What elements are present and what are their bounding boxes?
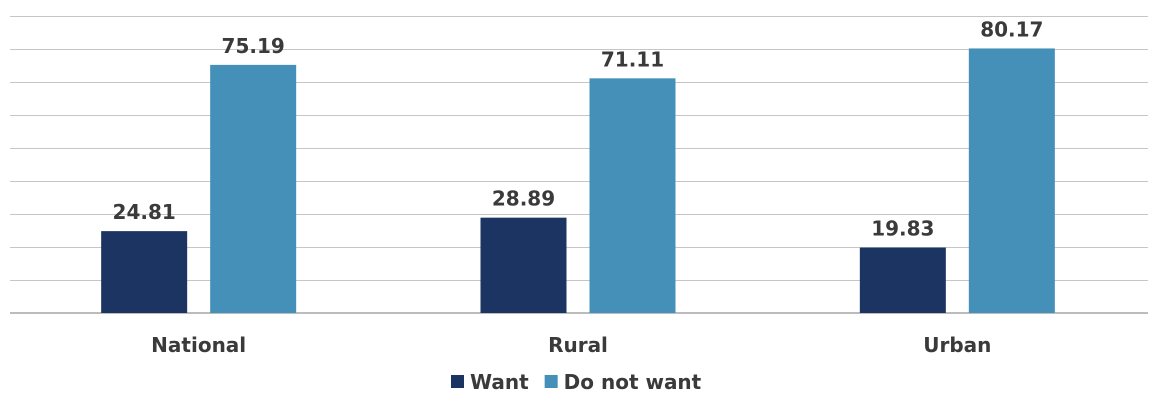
bar-do-not-want-national — [210, 64, 297, 313]
data-label-do-not-want-national: 75.19 — [222, 34, 285, 58]
legend-swatch-do-not-want — [544, 375, 558, 388]
data-labels: 24.81 75.19 28.89 71.11 19.83 80.17 — [113, 17, 1044, 240]
legend: Want Do not want — [451, 370, 702, 394]
legend-label-want: Want — [470, 370, 529, 394]
legend-swatch-want — [451, 375, 464, 388]
gridlines — [10, 16, 1148, 314]
category-labels: National Rural Urban — [151, 333, 991, 357]
bars — [101, 48, 1055, 314]
bar-want-national — [101, 231, 188, 313]
data-label-do-not-want-rural: 71.11 — [601, 47, 664, 71]
data-label-do-not-want-urban: 80.17 — [980, 17, 1043, 41]
category-label-rural: Rural — [548, 333, 608, 357]
data-label-want-rural: 28.89 — [492, 187, 555, 211]
bar-want-rural — [480, 217, 567, 313]
category-label-urban: Urban — [923, 333, 991, 357]
data-label-want-national: 24.81 — [113, 200, 176, 224]
legend-label-do-not-want: Do not want — [564, 370, 702, 394]
bar-do-not-want-rural — [589, 78, 676, 313]
data-label-want-urban: 19.83 — [871, 217, 934, 241]
category-label-national: National — [151, 333, 246, 357]
bar-want-urban — [859, 247, 946, 313]
bar-do-not-want-urban — [968, 48, 1055, 314]
